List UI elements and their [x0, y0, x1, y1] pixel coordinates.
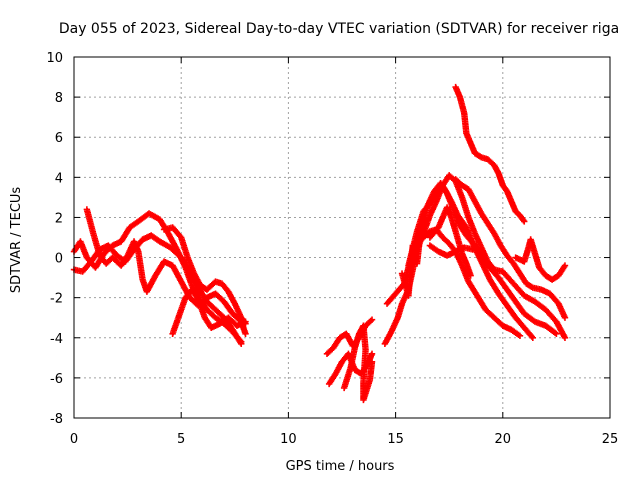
y-tick-label: 10 [46, 51, 63, 66]
y-tick-label: 0 [55, 252, 63, 267]
y-tick-label: 2 [55, 211, 63, 226]
x-tick-label: 25 [602, 432, 619, 447]
data-point-marker [521, 218, 528, 225]
data-point-marker [561, 262, 569, 269]
y-tick-label: -2 [50, 292, 63, 307]
data-point-marker [561, 314, 569, 321]
series-t13 [426, 204, 474, 279]
series-t15 [452, 83, 528, 225]
y-tick-label: -6 [50, 372, 63, 387]
data-point-marker [242, 318, 249, 325]
y-tick-label: 8 [55, 91, 63, 106]
data-point-marker [529, 334, 537, 341]
data-point-marker [528, 283, 535, 291]
series-t3 [83, 206, 249, 337]
x-tick-label: 0 [70, 432, 78, 447]
y-tick-label: 6 [55, 131, 63, 146]
x-axis-label: GPS time / hours [286, 459, 395, 474]
y-tick-labels: -8 -6 -4 -2 0 2 4 6 8 10 [46, 51, 63, 427]
x-tick-label: 15 [387, 432, 404, 447]
data-point-marker [422, 216, 429, 223]
series-t16 [452, 176, 569, 321]
data-point-marker [242, 330, 249, 337]
x-tick-labels: 0 5 10 15 20 25 [70, 432, 618, 447]
y-tick-label: -8 [50, 412, 63, 427]
data-point-marker [553, 330, 560, 337]
y-axis-label: SDTVAR / TECUs [9, 187, 24, 294]
data-point-marker [528, 333, 535, 340]
data-point-marker [368, 358, 376, 366]
y-tick-label: -4 [50, 332, 63, 347]
series-t4 [160, 224, 249, 327]
series-t18 [398, 216, 429, 299]
data-point-marker [516, 332, 524, 339]
chart-title: Day 055 of 2023, Sidereal Day-to-day VTE… [59, 21, 619, 37]
x-tick-label: 5 [177, 432, 185, 447]
data-point-marker [421, 217, 428, 224]
x-tick-label: 20 [495, 432, 512, 447]
data-points [70, 83, 569, 404]
data-point-marker [469, 246, 476, 253]
data-point-marker [238, 340, 245, 347]
series-t8 [340, 322, 376, 404]
data-point-marker [467, 272, 474, 279]
y-tick-label: 4 [55, 171, 63, 186]
series-t14 [426, 242, 476, 259]
x-tick-label: 10 [280, 432, 297, 447]
series-t17 [512, 236, 569, 283]
data-point-marker [520, 217, 527, 224]
series-t5 [169, 286, 249, 337]
plot-frame [73, 56, 611, 419]
data-point-marker [367, 317, 374, 325]
data-point-marker [561, 334, 569, 341]
data-point-marker [368, 316, 376, 323]
data-point-marker [368, 350, 376, 358]
